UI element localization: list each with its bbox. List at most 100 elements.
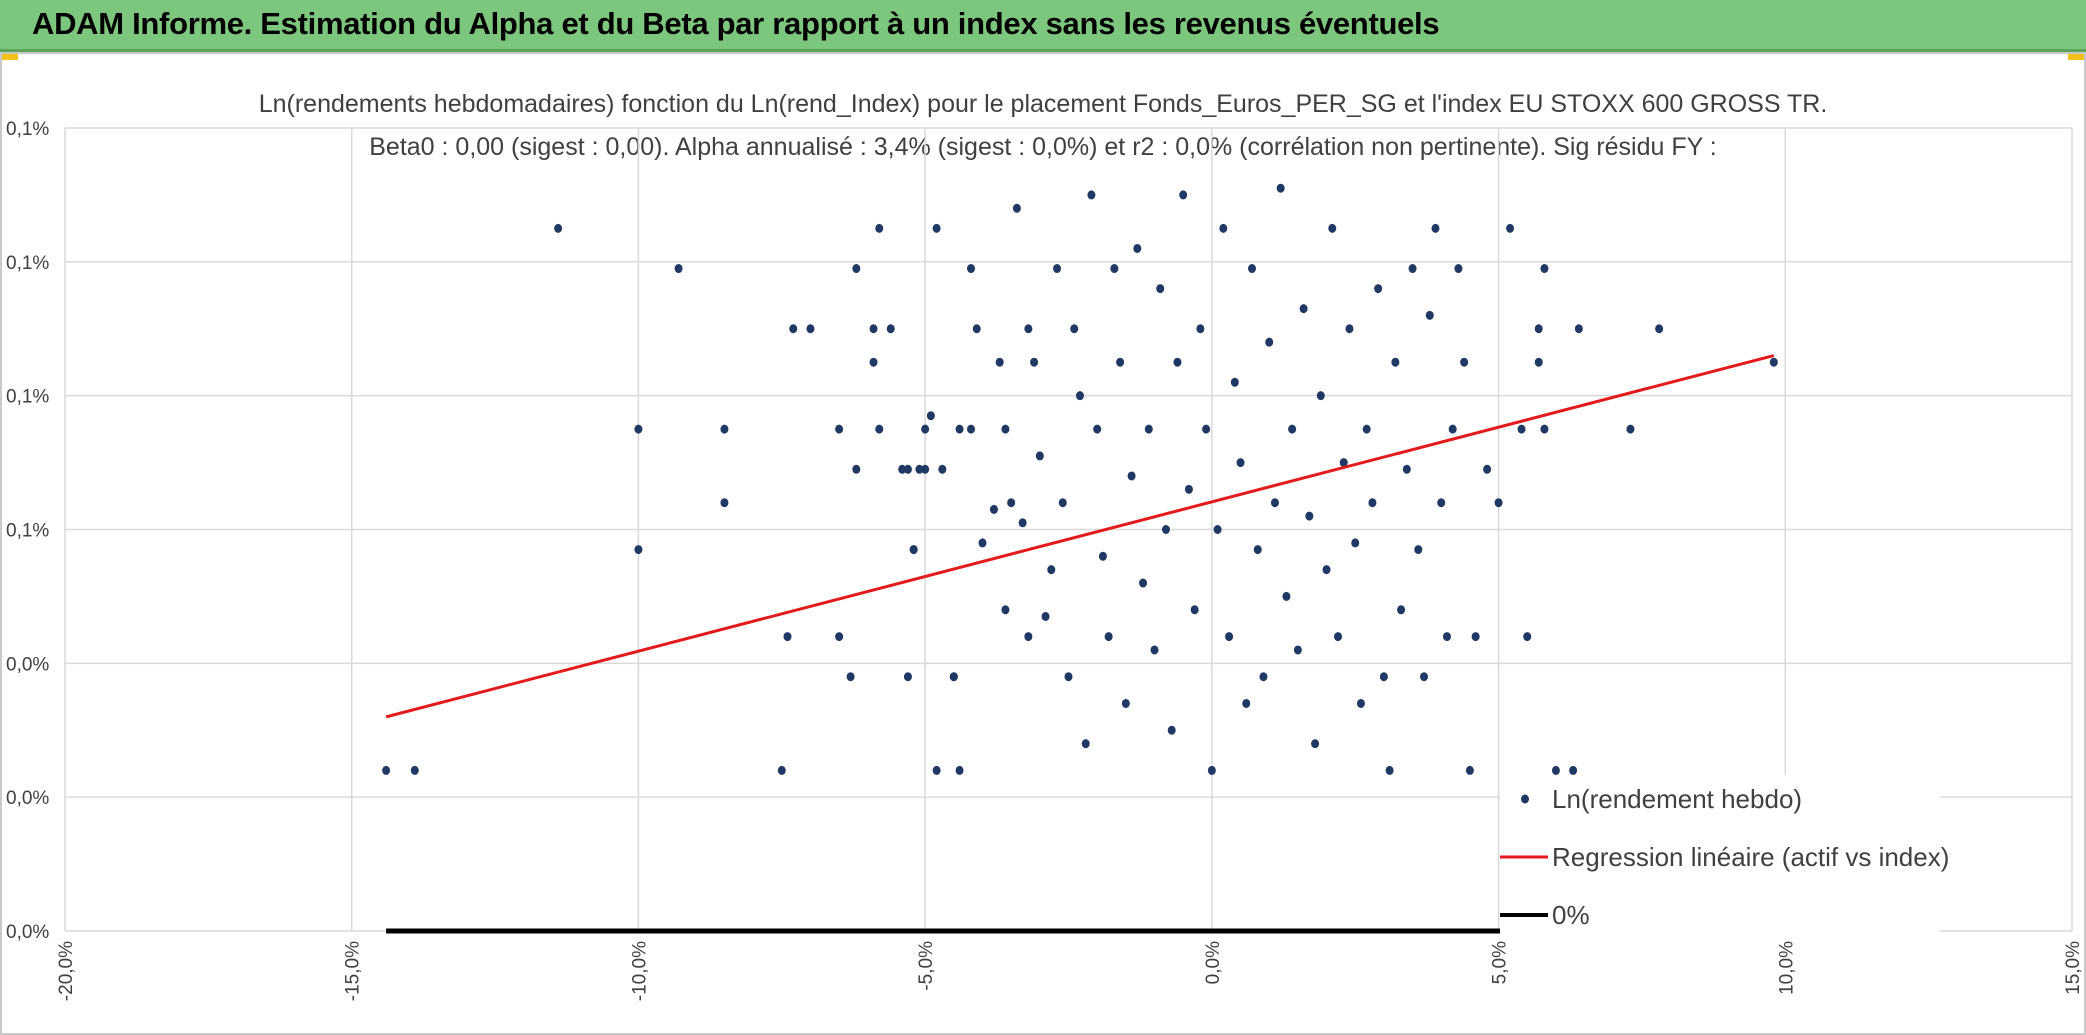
- x-tick-label: 10,0%: [1776, 941, 1797, 995]
- data-point: [972, 324, 981, 334]
- data-point: [1334, 632, 1343, 642]
- data-point: [1397, 605, 1406, 615]
- data-point: [1551, 765, 1560, 775]
- data-point: [852, 264, 861, 274]
- corner-mark-top-right: [2068, 52, 2086, 60]
- data-point: [1236, 458, 1245, 468]
- legend-marker-scatter: [1521, 794, 1529, 804]
- data-point: [1379, 672, 1388, 682]
- data-point: [1259, 672, 1268, 682]
- data-point: [1098, 551, 1107, 561]
- data-point: [1356, 698, 1365, 708]
- data-point: [995, 357, 1004, 367]
- data-point: [1322, 565, 1331, 575]
- data-point: [875, 424, 884, 434]
- data-point: [835, 632, 844, 642]
- x-tick-label: -15,0%: [343, 941, 364, 1001]
- data-point: [1265, 337, 1274, 347]
- data-point: [382, 765, 391, 775]
- data-point: [1196, 324, 1205, 334]
- data-point: [1144, 424, 1153, 434]
- data-point: [1253, 545, 1262, 555]
- data-point: [1448, 424, 1457, 434]
- data-point: [634, 545, 643, 555]
- data-point: [1070, 324, 1079, 334]
- data-point: [1093, 424, 1102, 434]
- data-point: [1437, 498, 1446, 508]
- data-point: [1402, 464, 1411, 474]
- legend-background: [1500, 775, 1940, 935]
- data-point: [1517, 424, 1526, 434]
- data-point: [410, 765, 419, 775]
- data-point: [1247, 264, 1256, 274]
- data-point: [1574, 324, 1583, 334]
- data-point: [1454, 264, 1463, 274]
- data-point: [1161, 525, 1170, 534]
- data-point: [1173, 357, 1182, 367]
- data-point: [1053, 264, 1062, 274]
- data-point: [903, 464, 912, 474]
- y-tick-label: 0,1%: [6, 253, 49, 274]
- data-point: [949, 672, 958, 682]
- regression-line: [385, 354, 1775, 719]
- data-point: [967, 264, 976, 274]
- data-point: [1494, 498, 1503, 508]
- data-point: [909, 545, 918, 555]
- data-point: [634, 424, 643, 434]
- data-point: [1202, 424, 1211, 434]
- data-point: [1127, 471, 1136, 481]
- data-point: [835, 424, 844, 434]
- y-tick-label: 0,0%: [6, 788, 49, 809]
- header-banner: ADAM Informe. Estimation du Alpha et du …: [0, 0, 2086, 52]
- data-point: [1460, 357, 1469, 367]
- data-point: [852, 464, 861, 474]
- data-point: [1116, 357, 1125, 367]
- data-point: [938, 464, 947, 474]
- data-point: [1655, 324, 1664, 334]
- data-point: [1007, 498, 1016, 508]
- data-point: [1064, 672, 1073, 682]
- data-point: [1534, 357, 1543, 367]
- data-point: [869, 357, 878, 367]
- data-point: [777, 765, 786, 775]
- data-point: [1121, 698, 1130, 708]
- x-tick-label: -10,0%: [629, 941, 650, 1001]
- data-point: [1345, 324, 1354, 334]
- data-point: [1081, 739, 1090, 749]
- data-point: [1087, 190, 1096, 200]
- data-point: [806, 324, 815, 334]
- data-point: [1041, 611, 1050, 621]
- data-point: [898, 464, 907, 474]
- data-point: [1156, 284, 1165, 294]
- data-point: [846, 672, 855, 682]
- y-tick-label: 0,1%: [6, 387, 49, 408]
- data-point: [932, 223, 941, 233]
- data-point: [1414, 545, 1423, 555]
- y-tick-label: 0,1%: [6, 521, 49, 542]
- data-point: [1316, 391, 1325, 401]
- data-point: [1167, 725, 1176, 735]
- data-point: [921, 424, 930, 434]
- data-point: [915, 464, 924, 474]
- data-point: [1230, 377, 1239, 387]
- data-point: [1047, 565, 1056, 575]
- data-point: [875, 223, 884, 233]
- y-tick-label: 0,0%: [6, 654, 49, 675]
- legend-label: Regression linéaire (actif vs index): [1552, 842, 1949, 872]
- data-point: [1276, 183, 1285, 193]
- chart-frame: [0, 52, 2086, 1035]
- data-point: [720, 424, 729, 434]
- x-tick-label: -20,0%: [56, 941, 77, 1001]
- data-point: [1431, 223, 1440, 233]
- data-point: [1425, 310, 1434, 320]
- data-point: [1024, 632, 1033, 642]
- data-point: [1207, 765, 1216, 775]
- data-point: [1769, 357, 1778, 367]
- data-point: [932, 765, 941, 775]
- data-point: [1075, 391, 1084, 401]
- data-point: [1179, 190, 1188, 200]
- data-point: [1270, 498, 1279, 508]
- data-point: [1374, 284, 1383, 294]
- data-point: [1293, 645, 1302, 655]
- data-point: [1506, 223, 1515, 233]
